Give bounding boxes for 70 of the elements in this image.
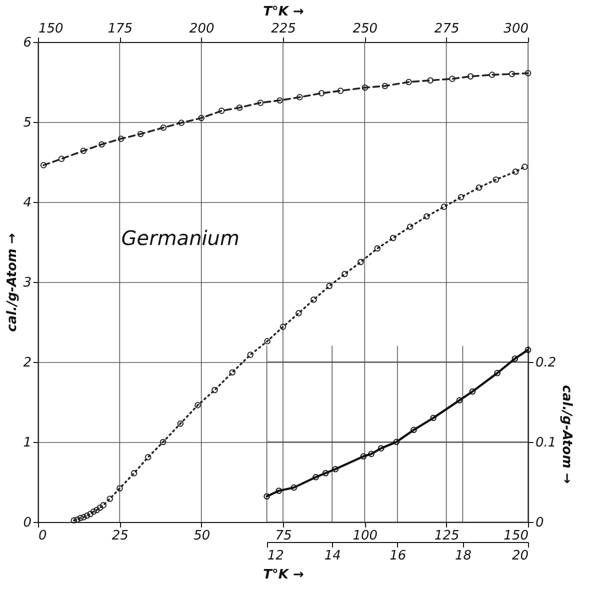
point: [106, 496, 114, 502]
x-tick-label: 50: [194, 528, 210, 544]
x2-tick-label: 225: [271, 22, 296, 36]
point: [177, 420, 184, 427]
x2-tick-label: 300: [504, 22, 528, 36]
point: [296, 310, 302, 316]
point: [512, 168, 519, 175]
point: [342, 270, 348, 278]
point: [160, 438, 166, 446]
y-tick-label: 4: [23, 196, 32, 210]
point: [358, 258, 364, 266]
point: [84, 512, 90, 519]
y-tick-label: 3: [23, 276, 32, 290]
point: [374, 245, 381, 252]
x-tick-label: 150: [504, 528, 528, 544]
point: [424, 213, 430, 220]
x-tick-label: 18: [454, 548, 472, 564]
y-tick-label: 1: [23, 436, 32, 450]
x2-tick-label: 175: [108, 22, 133, 36]
x-tick-label: 25: [112, 528, 128, 544]
point: [144, 454, 152, 460]
point: [229, 369, 236, 376]
x2-tick-label: 275: [434, 22, 460, 36]
x-tick-label: 20: [512, 548, 528, 564]
y-tick-label: 2: [23, 356, 32, 370]
x-tick-label: 14: [324, 548, 341, 564]
point: [326, 282, 333, 290]
point: [476, 184, 482, 191]
x2-axis-title: T°K →: [263, 4, 304, 20]
y-tick-label: 0.1: [536, 435, 556, 450]
x-tick-label: 12: [267, 548, 284, 564]
point: [80, 514, 87, 520]
x-tick-label: 125: [434, 528, 460, 544]
x-tick-label: 75: [275, 528, 292, 544]
point: [90, 508, 97, 515]
point: [130, 470, 138, 476]
y-tick-label: 6: [23, 36, 32, 50]
x-tick-label: 100: [352, 528, 378, 544]
point: [116, 485, 123, 492]
x2-tick-label: 150: [38, 22, 64, 36]
y-tick-label: 0.2: [536, 355, 556, 370]
point: [74, 516, 80, 523]
point: [87, 510, 94, 518]
point: [492, 176, 500, 183]
point: [100, 502, 106, 508]
y-axis-title: cal./g-Atom →: [5, 233, 20, 332]
y-tick-label: 5: [23, 116, 32, 130]
y-axis-title: cal./g-Atom →: [559, 385, 574, 484]
point: [70, 517, 78, 524]
point: [522, 164, 528, 170]
point: [247, 352, 254, 358]
y-tick-label: 0: [536, 516, 544, 530]
x2-tick-label: 250: [352, 22, 378, 36]
point: [280, 324, 286, 330]
point: [310, 296, 317, 303]
point: [94, 506, 100, 514]
point: [194, 402, 201, 408]
point: [406, 224, 414, 230]
point: [212, 386, 218, 394]
point: [77, 514, 84, 522]
x-tick-label: 16: [390, 548, 406, 564]
point: [390, 234, 396, 242]
point: [96, 504, 104, 511]
x2-tick-label: 200: [189, 22, 214, 36]
point: [440, 204, 448, 210]
x-tick-label: 0: [38, 528, 47, 544]
point: [458, 194, 464, 200]
point: [264, 338, 270, 344]
y-tick-label: 0: [23, 516, 32, 530]
x-axis-title: T°K →: [263, 568, 304, 582]
